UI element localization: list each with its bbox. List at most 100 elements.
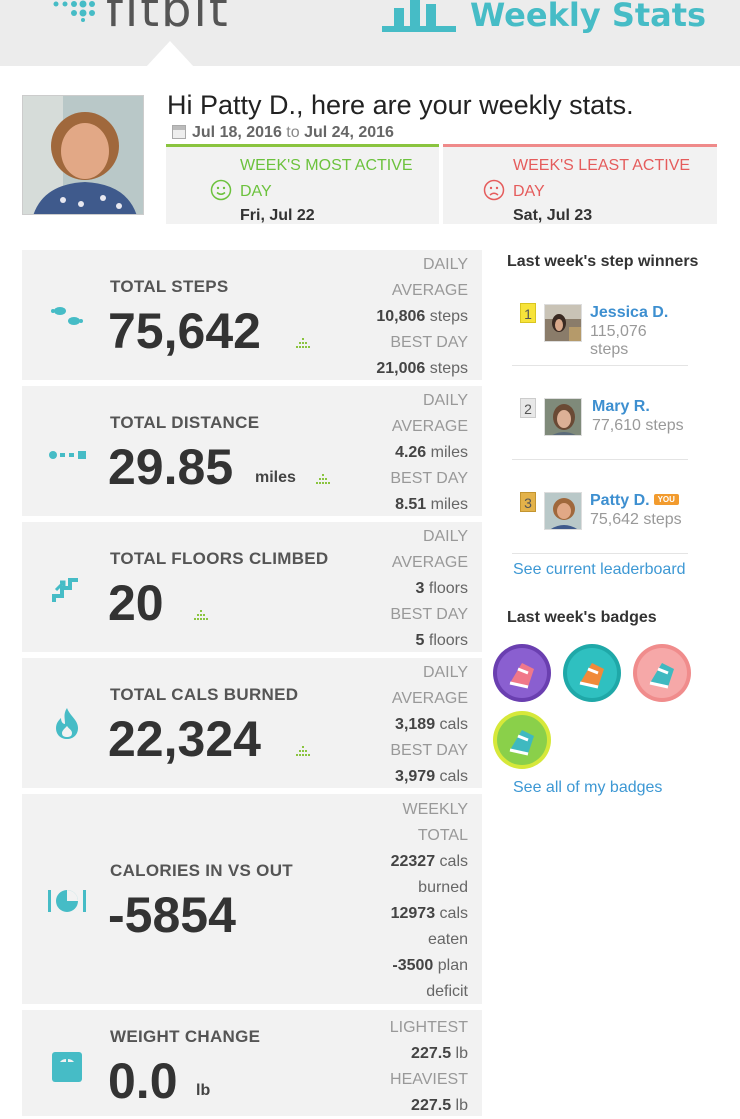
calories-in-out-label: CALORIES IN VS OUT: [110, 861, 293, 880]
winner-name[interactable]: Jessica D.: [590, 304, 669, 321]
steps-best-number: 21,006: [376, 360, 426, 377]
distance-unit: miles: [255, 469, 296, 486]
floors-best-day: BEST DAY: [390, 606, 468, 623]
total-cals-value: 22,324: [108, 711, 261, 767]
see-all-badges-link[interactable]: See all of my badges: [513, 779, 663, 796]
steps-best-value: 21,006 steps: [376, 356, 468, 382]
winner-item[interactable]: 3 Patty D. YOU 75,642 steps: [512, 474, 688, 554]
winner-name[interactable]: Patty D. YOU: [590, 492, 679, 510]
weight-heaviest: HEAVIEST: [390, 1071, 468, 1088]
total-floors-panel: TOTAL FLOORS CLIMBED 20 DAILY AVERAGE 3 …: [22, 522, 482, 652]
winner-steps: 77,610 steps: [592, 417, 684, 434]
steps-best-unit: steps: [429, 360, 468, 377]
calories-in-out-details: WEEKLY TOTAL 22327 cals burned 12973 cal…: [391, 797, 468, 1005]
sad-face-icon: [483, 179, 505, 201]
least-active-label-line1: WEEK'S LEAST ACTIVE: [513, 157, 691, 174]
rank-badge: 1: [520, 303, 536, 323]
most-active-label: WEEK'S MOST ACTIVE DAY: [240, 153, 413, 205]
distance-average-unit: miles: [430, 444, 468, 461]
calories-in-out-value: -5854: [108, 887, 236, 943]
steps-average-unit: steps: [429, 308, 468, 325]
steps-details: DAILY AVERAGE 10,806 steps BEST DAY 21,0…: [376, 252, 468, 382]
least-active-label-line2: DAY: [513, 183, 545, 200]
floors-best-unit: floors: [428, 632, 468, 649]
total-floors-value: 20: [108, 575, 164, 631]
winner-steps: 75,642 steps: [590, 511, 682, 528]
weight-lightest-value: 227.5 lb: [390, 1041, 468, 1067]
winner-name[interactable]: Mary R.: [592, 398, 650, 415]
steps-best-day: BEST DAY: [390, 334, 468, 351]
least-active-day-panel: WEEK'S LEAST ACTIVE DAY Sat, Jul 23: [443, 144, 717, 224]
total-distance-panel: TOTAL DISTANCE 29.85 miles DAILY AVERAGE…: [22, 386, 482, 516]
calsinout-eaten-unit: cals: [439, 905, 468, 922]
most-active-day-panel: WEEK'S MOST ACTIVE DAY Fri, Jul 22: [166, 144, 439, 224]
cals-daily: DAILY: [422, 664, 468, 681]
distance-average: AVERAGE: [391, 418, 468, 435]
floors-daily: DAILY: [422, 528, 468, 545]
calsinout-eaten-number: 12973: [390, 905, 436, 922]
weight-lightest-unit: lb: [455, 1045, 468, 1062]
winner-item[interactable]: 1 Jessica D. 115,076 steps: [512, 286, 688, 366]
total-steps-value: 75,642: [108, 303, 261, 359]
cals-average-unit: cals: [439, 716, 468, 733]
floors-best-number: 5: [415, 632, 425, 649]
cals-average-number: 3,189: [395, 716, 436, 733]
fitbit-logo-text: fitbit: [106, 0, 230, 38]
calsinout-burned-number: 22327: [390, 853, 436, 870]
calsinout-burned-value: 22327 cals: [391, 849, 468, 875]
winner-name-text: Patty D.: [590, 492, 650, 509]
distance-daily: DAILY: [422, 392, 468, 409]
calsinout-deficit-label: deficit: [426, 983, 468, 1000]
total-distance-value: 29.85: [108, 439, 234, 495]
date-to: Jul 24, 2016: [304, 124, 394, 141]
floors-details: DAILY AVERAGE 3 floors BEST DAY 5 floors: [390, 524, 468, 654]
greeting: Hi Patty D., here are your weekly stats.: [167, 90, 634, 120]
steps-average-number: 10,806: [376, 308, 426, 325]
rank-badge: 2: [520, 398, 536, 418]
total-steps-panel: TOTAL STEPS 75,642 DAILY AVERAGE 10,806 …: [22, 250, 482, 380]
cals-best-day: BEST DAY: [390, 742, 468, 759]
most-active-day: Fri, Jul 22: [240, 207, 315, 224]
winner-item[interactable]: 2 Mary R. 77,610 steps: [512, 380, 688, 460]
calsinout-weekly: WEEKLY: [402, 801, 469, 818]
top-bar: fitbit Weekly Stats: [0, 0, 740, 66]
winner-steps: 115,076 steps: [590, 323, 647, 358]
cals-average: AVERAGE: [391, 690, 468, 707]
avatar: [22, 95, 144, 215]
date-from: Jul 18, 2016: [192, 124, 282, 141]
most-active-label-line1: WEEK'S MOST ACTIVE: [240, 157, 413, 174]
total-distance-label: TOTAL DISTANCE: [110, 413, 260, 432]
floors-average: AVERAGE: [391, 554, 468, 571]
you-badge: YOU: [653, 494, 679, 505]
mini-chart-icon: [194, 610, 208, 620]
total-floors-label: TOTAL FLOORS CLIMBED: [110, 549, 329, 568]
green-step-badge-icon[interactable]: [492, 710, 552, 770]
weight-lightest-number: 227.5: [411, 1045, 452, 1062]
calories-in-out-panel: CALORIES IN VS OUT -5854 WEEKLY TOTAL 22…: [22, 794, 482, 1004]
stairs-icon: [52, 578, 78, 602]
cals-best-unit: cals: [439, 768, 468, 785]
distance-best-value: 8.51 miles: [390, 492, 468, 518]
weight-details: LIGHTEST 227.5 lb HEAVIEST 227.5 lb: [390, 1015, 468, 1119]
mini-chart-icon: [296, 746, 310, 756]
weight-change-panel: WEIGHT CHANGE 0.0 lb LIGHTEST 227.5 lb H…: [22, 1010, 482, 1116]
weight-heaviest-number: 227.5: [411, 1097, 452, 1114]
date-to-word: to: [286, 124, 300, 141]
see-leaderboard-link[interactable]: See current leaderboard: [513, 561, 686, 578]
pink-step-badge-icon[interactable]: [632, 643, 692, 703]
winner-avatar: [544, 304, 582, 342]
calsinout-burned-label: burned: [418, 879, 468, 896]
teal-step-badge-icon[interactable]: [562, 643, 622, 703]
distance-average-value: 4.26 miles: [390, 440, 468, 466]
distance-best-unit: miles: [430, 496, 468, 513]
steps-average: AVERAGE: [391, 282, 468, 299]
avatar-photo: [23, 96, 143, 214]
floors-best-value: 5 floors: [390, 628, 468, 654]
total-steps-label: TOTAL STEPS: [110, 277, 229, 296]
purple-step-badge-icon[interactable]: [492, 643, 552, 703]
distance-average-number: 4.26: [395, 444, 427, 461]
calsinout-eaten-value: 12973 cals: [391, 901, 468, 927]
cals-average-value: 3,189 cals: [390, 712, 468, 738]
badges-heading: Last week's badges: [507, 609, 657, 626]
mini-chart-icon: [296, 338, 310, 348]
